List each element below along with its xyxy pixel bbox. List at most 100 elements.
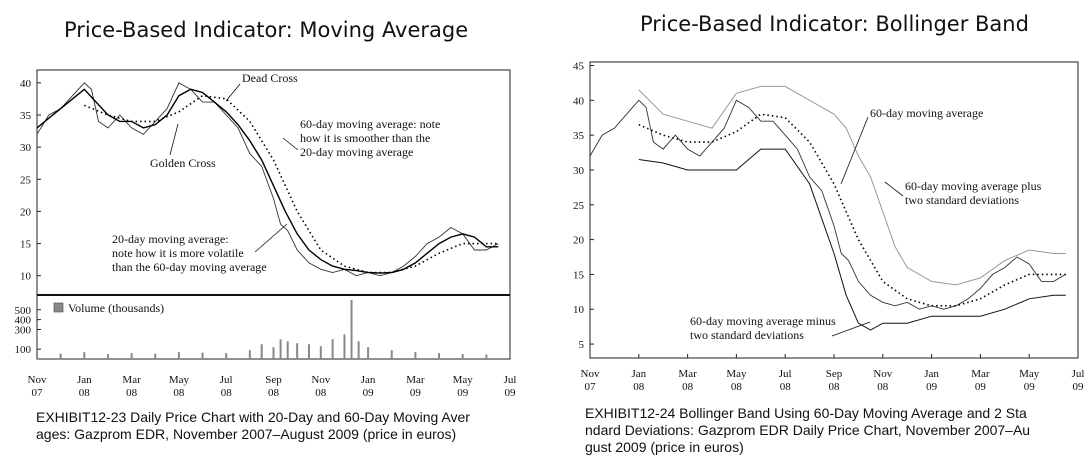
- left-x-tick-label-month: Nov: [28, 374, 47, 386]
- left-annotation-ma60-line1: 60-day moving average: note: [300, 117, 440, 131]
- left-ma60-pointer: [282, 137, 299, 151]
- right-x-tick-label-month: Sep: [826, 368, 843, 380]
- left-x-tick-label-year: 08: [79, 387, 91, 399]
- left-annotation-ma20-line1: 20-day moving average:: [112, 232, 229, 246]
- right-x-tick-label-year: 08: [829, 381, 841, 393]
- left-x-tick-label-year: 08: [315, 387, 327, 399]
- left-annotation-ma20-line2: note how it is more volatile: [112, 246, 244, 260]
- right-x-tick-label-month: Nov: [873, 368, 892, 380]
- right-x-tick-label-year: 08: [682, 381, 694, 393]
- left-volume-y-tick-label: 100: [15, 344, 32, 356]
- right-annotation-plus-line1: 60-day moving average plus: [905, 179, 1042, 193]
- right-y-tick-label: 35: [573, 130, 585, 142]
- left-annotation-dead-cross: Dead Cross: [242, 71, 298, 85]
- left-x-tick-label-month: Mar: [406, 374, 425, 386]
- left-chart-title: Price-Based Indicator: Moving Average: [64, 18, 469, 42]
- right-ma60-pointer: [840, 116, 869, 185]
- left-x-tick-label-year: 09: [410, 387, 422, 399]
- right-x-tick-label-month: Jul: [779, 368, 792, 380]
- right-caption-line3: gust 2009 (price in euros): [585, 439, 744, 455]
- right-x-tick-label-year: 09: [1024, 381, 1036, 393]
- left-x-tick-label-year: 09: [363, 387, 375, 399]
- right-series-lines: [589, 85, 1067, 331]
- left-x-tick-label-month: Mar: [122, 374, 141, 386]
- right-annotation-plus-line2: two standard deviations: [905, 193, 1019, 207]
- left-ma60-line: [83, 94, 499, 274]
- left-y-tick-label: 30: [20, 142, 32, 154]
- right-upper-band-line: [638, 85, 1066, 286]
- left-caption-line2: ages: Gazprom EDR, November 2007–August …: [36, 426, 457, 442]
- left-y-tick-label: 20: [20, 206, 32, 218]
- right-annotation-ma60: 60-day moving average: [870, 106, 983, 120]
- left-y-tick-label: 35: [20, 110, 32, 122]
- left-annotation-ma60-line2: how it is smoother than the: [300, 131, 430, 145]
- left-x-axis: Nov07Jan08Mar08May08Jul08Sep08Nov08Jan09…: [28, 355, 517, 399]
- right-x-tick-label-month: Mar: [678, 368, 697, 380]
- right-x-tick-label-year: 08: [731, 381, 743, 393]
- right-x-tick-label-year: 08: [780, 381, 792, 393]
- left-x-tick-label-year: 09: [457, 387, 469, 399]
- right-x-tick-label-month: Nov: [581, 368, 600, 380]
- right-x-tick-label-year: 09: [1073, 381, 1085, 393]
- left-x-tick-label-month: Jul: [220, 374, 233, 386]
- left-volume-y-tick-label: 400: [15, 315, 32, 327]
- right-x-tick-label-year: 08: [877, 381, 889, 393]
- left-ma20-line: [36, 88, 499, 274]
- right-chart-title: Price-Based Indicator: Bollinger Band: [640, 12, 1029, 36]
- left-volume-legend-swatch: [53, 302, 64, 313]
- left-x-tick-label-month: Jan: [361, 374, 376, 386]
- left-x-tick-label-month: Jan: [77, 374, 92, 386]
- right-x-tick-label-month: May: [1019, 368, 1040, 380]
- right-x-tick-label-month: Jan: [631, 368, 646, 380]
- right-y-tick-label: 20: [573, 235, 585, 247]
- left-golden-cross-pointer: [169, 123, 179, 156]
- right-x-tick-label-month: May: [726, 368, 747, 380]
- right-caption: EXHIBIT12-24 Bollinger Band Using 60-Day…: [585, 405, 1030, 456]
- left-y-tick-label: 25: [20, 174, 32, 186]
- left-volume-legend-label: Volume (thousands): [68, 301, 164, 315]
- right-price-line: [589, 99, 1067, 310]
- right-minus-pointer: [831, 321, 871, 337]
- right-x-tick-label-month: Mar: [971, 368, 990, 380]
- right-x-tick-label-year: 07: [585, 381, 597, 393]
- right-y-tick-label: 15: [573, 269, 585, 281]
- left-x-tick-label-month: May: [453, 374, 474, 386]
- right-x-tick-label-year: 09: [975, 381, 987, 393]
- left-price-line: [36, 82, 499, 277]
- left-y-tick-label: 10: [20, 271, 32, 283]
- right-plus-pointer: [884, 181, 904, 197]
- left-y-tick-label: 15: [20, 239, 32, 251]
- left-volume-bars: [36, 299, 488, 359]
- left-x-tick-label-year: 08: [268, 387, 280, 399]
- right-y-tick-label: 45: [573, 60, 585, 72]
- left-dead-cross-pointer: [225, 83, 241, 102]
- left-x-tick-label-year: 09: [505, 387, 517, 399]
- left-x-tick-label-month: Sep: [265, 374, 282, 386]
- left-x-tick-label-year: 08: [221, 387, 233, 399]
- right-ma60-line: [638, 113, 1066, 307]
- left-annotation-ma20-line3: than the 60-day moving average: [112, 260, 267, 274]
- left-annotation-golden-cross: Golden Cross: [150, 156, 216, 170]
- right-y-tick-label: 40: [573, 95, 585, 107]
- left-annotation-ma60-line3: 20-day moving average: [300, 145, 413, 159]
- left-y-axis: 10 15 20 25 30 35 40: [20, 78, 41, 283]
- right-x-tick-label-month: Jul: [1072, 368, 1085, 380]
- left-volume-y-tick-label: 300: [15, 324, 32, 336]
- right-y-axis: 5 10 15 20 25 30 35 40 45: [573, 60, 594, 351]
- right-caption-line2: ndard Deviations: Gazprom EDR Daily Pric…: [585, 422, 1031, 438]
- left-x-tick-label-month: May: [169, 374, 190, 386]
- left-ma20-pointer: [254, 223, 288, 253]
- left-x-tick-label-year: 07: [32, 387, 44, 399]
- right-x-tick-label-month: Jan: [924, 368, 939, 380]
- left-caption-line1: EXHIBIT12-23 Daily Price Chart with 20-D…: [36, 409, 470, 425]
- left-price-plot-frame: [36, 69, 511, 296]
- right-x-tick-label-year: 08: [633, 381, 645, 393]
- right-y-tick-label: 25: [573, 200, 585, 212]
- right-caption-line1: EXHIBIT12-24 Bollinger Band Using 60-Day…: [585, 405, 1027, 421]
- right-x-tick-label-year: 09: [926, 381, 938, 393]
- left-y-tick-label: 40: [20, 78, 32, 90]
- left-x-tick-label-year: 08: [126, 387, 138, 399]
- right-x-axis: Nov07Jan08Mar08May08Jul08Sep08Nov08Jan09…: [581, 354, 1085, 393]
- right-annotation-minus-line1: 60-day moving average minus: [690, 314, 836, 328]
